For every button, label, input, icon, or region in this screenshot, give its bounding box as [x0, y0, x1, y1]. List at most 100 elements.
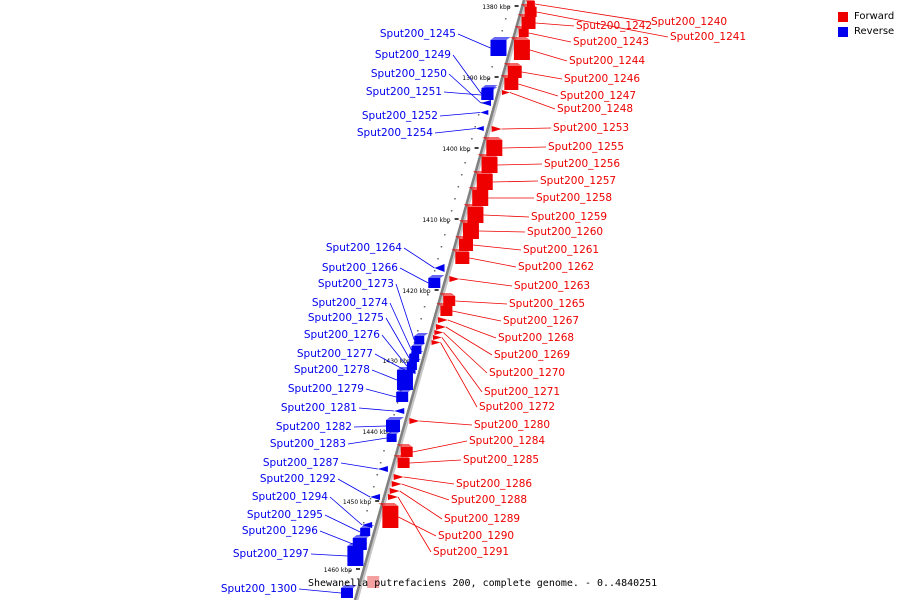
- gene-leader-sput200-1252: [439, 112, 481, 117]
- kbp-tick-label: 1440 kbp: [363, 429, 391, 436]
- gene-leader-sput200-1294: [329, 496, 363, 526]
- gene-label-sput200-1244: Sput200_1244: [569, 55, 645, 67]
- gene-leader-sput200-1281: [358, 407, 395, 412]
- gene-glyph-face-sput200-1290: [378, 503, 399, 506]
- gene-glyph-face-sput200-1266: [428, 275, 445, 278]
- backbone-line: [353, 0, 526, 600]
- gene-glyph-sput200-1254: [475, 126, 484, 131]
- minor-tick: [346, 582, 348, 584]
- gene-leader-sput200-1290: [398, 516, 437, 537]
- gene-label-sput200-1287: Sput200_1287: [263, 457, 339, 469]
- gene-glyph-face-sput200-1260: [458, 220, 479, 223]
- minor-tick: [366, 510, 368, 512]
- gene-leader-sput200-1280: [419, 420, 473, 426]
- gene-leader-sput200-1297: [310, 553, 348, 557]
- gene-label-sput200-1273: Sput200_1273: [318, 278, 394, 290]
- gene-glyph-face-sput200-1279: [396, 389, 413, 392]
- gene-leader-sput200-1296: [319, 530, 353, 545]
- kbp-tick-label: 1450 kbp: [343, 499, 371, 506]
- minor-tick: [467, 150, 470, 152]
- gene-leader-sput200-1300: [298, 588, 342, 594]
- gene-glyph-sput200-1268: [437, 317, 448, 323]
- forward-swatch: [838, 11, 848, 22]
- gene-label-sput200-1242: Sput200_1242: [576, 20, 652, 32]
- gene-glyph-sput200-1269: [435, 324, 446, 330]
- gene-leader-sput200-1292: [337, 478, 371, 498]
- gene-glyph-face-sput200-1241: [520, 4, 537, 7]
- gene-glyph-face-sput200-1244: [509, 37, 530, 40]
- gene-glyph-face-sput200-1246: [503, 63, 522, 66]
- minor-tick: [437, 258, 439, 260]
- gene-label-sput200-1280: Sput200_1280: [474, 419, 550, 431]
- gene-glyph-sput200-1266: [428, 278, 441, 288]
- gene-glyph-sput200-1279: [396, 392, 409, 402]
- gene-leader-sput200-1257: [492, 180, 539, 183]
- gene-label-sput200-1270: Sput200_1270: [489, 367, 565, 379]
- gene-glyph-sput200-1274: [411, 346, 422, 354]
- gene-leader-sput200-1286: [403, 476, 455, 485]
- legend-item-forward: Forward: [838, 9, 894, 24]
- gene-glyph-sput200-1297: [347, 546, 364, 566]
- minor-tick: [417, 330, 419, 332]
- minor-tick: [376, 474, 378, 476]
- gene-label-sput200-1296: Sput200_1296: [242, 525, 318, 537]
- gene-label-sput200-1268: Sput200_1268: [498, 332, 574, 344]
- backbone-shadow: [355, 0, 528, 600]
- gene-label-sput200-1275: Sput200_1275: [308, 312, 384, 324]
- minor-tick: [508, 6, 510, 8]
- gene-glyph-sput200-1292: [370, 494, 381, 500]
- gene-label-sput200-1289: Sput200_1289: [444, 513, 520, 525]
- gene-glyph-face-sput200-1296: [352, 535, 371, 538]
- gene-label-sput200-1269: Sput200_1269: [494, 349, 570, 361]
- gene-label-sput200-1262: Sput200_1262: [518, 261, 594, 273]
- gene-glyph-sput200-1244: [513, 40, 530, 60]
- gene-glyph-face-sput200-1251: [481, 87, 498, 90]
- minor-tick: [349, 570, 351, 572]
- gene-leader-sput200-1249: [452, 54, 482, 95]
- gene-label-sput200-1281: Sput200_1281: [281, 402, 357, 414]
- gene-glyph-sput200-1253: [491, 126, 502, 132]
- minor-tick: [433, 270, 436, 272]
- gene-label-sput200-1272: Sput200_1272: [479, 401, 555, 413]
- gene-leader-sput200-1268: [447, 319, 497, 339]
- gene-glyph-sput200-1242: [521, 17, 536, 29]
- gene-glyph-face-sput200-1265: [439, 293, 456, 296]
- gene-label-sput200-1247: Sput200_1247: [560, 90, 636, 102]
- minor-tick: [477, 114, 480, 116]
- gene-glyph-sput200-1270: [434, 330, 444, 335]
- gene-leader-sput200-1276: [381, 334, 408, 367]
- gene-label-sput200-1240: Sput200_1240: [651, 16, 727, 28]
- gene-leader-sput200-1262: [469, 257, 517, 268]
- gene-leader-sput200-1267: [452, 310, 502, 322]
- gene-leader-sput200-1251: [443, 91, 482, 96]
- gene-leader-sput200-1282: [353, 425, 387, 428]
- minor-tick: [491, 66, 493, 68]
- gene-glyph-sput200-1251: [481, 90, 494, 100]
- minor-tick: [464, 162, 466, 164]
- gene-leader-sput200-1256: [497, 163, 543, 166]
- minor-tick: [379, 462, 382, 464]
- gene-leader-sput200-1279: [365, 388, 397, 398]
- minor-tick: [362, 522, 365, 524]
- gene-label-sput200-1277: Sput200_1277: [297, 348, 373, 360]
- gene-glyph-face-sput200-1243: [514, 26, 529, 29]
- gene-label-sput200-1246: Sput200_1246: [564, 73, 640, 85]
- gene-label-sput200-1254: Sput200_1254: [357, 127, 433, 139]
- gene-label-sput200-1292: Sput200_1292: [260, 473, 336, 485]
- gene-leader-sput200-1274: [389, 302, 412, 351]
- gene-label-sput200-1257: Sput200_1257: [540, 175, 616, 187]
- gene-glyph-face-sput200-1261: [454, 236, 473, 239]
- gene-leader-sput200-1285: [409, 459, 462, 464]
- gene-label-sput200-1266: Sput200_1266: [322, 262, 398, 274]
- gene-leader-sput200-1271: [441, 337, 483, 393]
- minor-tick: [501, 30, 504, 32]
- gene-leader-sput200-1284: [412, 440, 468, 453]
- minor-tick: [504, 18, 507, 20]
- gene-leader-sput200-1287: [340, 462, 378, 470]
- kbp-tick-label: 1380 kbp: [482, 4, 510, 11]
- gene-leader-sput200-1270: [443, 332, 488, 374]
- minor-tick: [440, 246, 443, 248]
- minor-tick: [369, 498, 372, 500]
